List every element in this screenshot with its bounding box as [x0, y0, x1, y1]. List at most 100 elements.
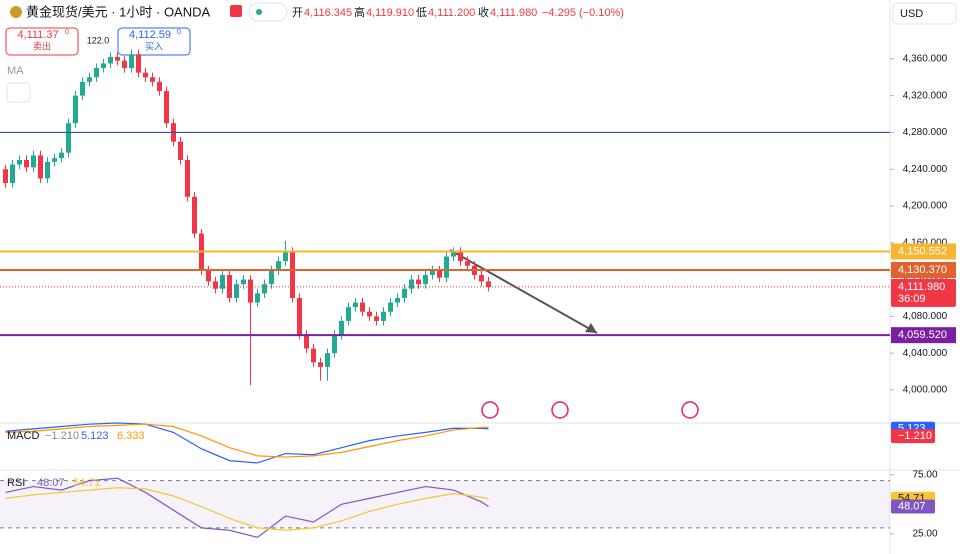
value-tag	[891, 429, 935, 444]
y-tick-label: 4,360.000	[903, 53, 948, 64]
candle-body	[437, 270, 442, 278]
candle-body	[486, 281, 491, 287]
candle-body	[136, 54, 141, 73]
candle-body	[367, 311, 372, 317]
level-tag-label: 4,150.552	[898, 245, 947, 257]
y-tick-label: 4,320.000	[903, 90, 948, 101]
candle-body	[192, 196, 197, 234]
event-icon[interactable]	[681, 401, 699, 419]
candle-body	[297, 297, 302, 335]
candle-body	[164, 91, 169, 124]
candle-body	[423, 274, 428, 285]
y-tick-label: 75.00	[912, 469, 937, 480]
summary-label: 开	[292, 7, 303, 19]
candle-body	[276, 261, 281, 271]
indicator-line	[5, 477, 489, 539]
indicator-line	[5, 422, 489, 464]
level-tag	[891, 262, 956, 279]
event-icon[interactable]	[481, 401, 499, 419]
candle-body	[80, 81, 85, 96]
y-tick-label: 4,040.000	[903, 348, 948, 359]
candle-body	[38, 155, 43, 179]
candle-body	[416, 279, 421, 285]
collapse-btn[interactable]	[6, 82, 31, 103]
pane-title: MACD	[7, 430, 39, 442]
indicator-line	[5, 487, 489, 531]
candle-body	[3, 169, 8, 183]
buy-label: 买入	[145, 41, 163, 51]
summary-value: 4,111.200	[428, 7, 475, 19]
legend-value: −1.210	[45, 430, 79, 442]
candle-body	[94, 68, 99, 78]
buy-button[interactable]	[117, 27, 191, 56]
candle-body	[346, 307, 351, 321]
change: −4.295 (−0.10%)	[542, 7, 624, 19]
candle-body	[409, 279, 414, 289]
candle-body	[227, 274, 232, 298]
candle-body	[339, 320, 344, 335]
candle-body	[451, 251, 456, 257]
symbol-icon	[10, 6, 22, 18]
y-tick-label: 4,000.000	[903, 385, 948, 396]
candle-body	[318, 362, 323, 367]
candle-body	[157, 81, 162, 92]
indicator-line	[5, 423, 489, 458]
chart-title: 黄金现货/美元 · 1小时 · OANDA	[26, 4, 211, 19]
candle-body	[45, 161, 50, 179]
y-tick-label: 25.00	[912, 528, 937, 539]
indicator-ma[interactable]: MA	[7, 65, 24, 77]
candle-body	[241, 279, 246, 285]
candle-body	[388, 302, 393, 312]
candle-body	[52, 158, 57, 162]
candle-body	[115, 57, 120, 61]
event-icon[interactable]	[551, 401, 569, 419]
summary-value: 4,119.910	[366, 7, 414, 19]
sell-sup: 0	[65, 29, 69, 36]
candle-body	[255, 293, 260, 303]
countdown: 36:09	[898, 293, 926, 305]
pane-title: RSI	[7, 477, 25, 489]
legend-value: 6.333	[117, 430, 145, 442]
candle-body	[325, 353, 330, 367]
candle-body	[304, 334, 309, 349]
candle-body	[101, 63, 106, 69]
last-price-label: 4,111.980	[898, 281, 945, 293]
candle-body	[465, 261, 470, 266]
y-tick-label: 4,080.000	[903, 311, 948, 322]
y-tick-label: 4,280.000	[903, 127, 948, 138]
candle-body	[360, 302, 365, 312]
level-tag	[891, 327, 956, 344]
level-tag-label: 4,059.520	[898, 329, 947, 341]
summary-label: 高	[354, 5, 365, 19]
candle-body	[129, 54, 134, 69]
legend-value: 5.123	[81, 430, 109, 442]
candle-body	[332, 334, 337, 354]
band	[0, 480, 890, 528]
candle-body	[122, 60, 127, 69]
candle-body	[374, 316, 379, 321]
summary-label: 收	[478, 5, 489, 19]
candle-body	[66, 123, 71, 153]
buy-sup: 0	[177, 29, 181, 36]
candle-body	[353, 302, 358, 308]
value-tag-label: −1.210	[898, 430, 932, 442]
candle-body	[206, 270, 211, 282]
last-price-tag	[891, 278, 956, 307]
y-tick-label: 4,200.000	[903, 201, 948, 212]
candle-body	[283, 251, 288, 262]
sell-button[interactable]	[5, 27, 79, 56]
currency-select[interactable]	[892, 2, 957, 25]
spread: 122.0	[87, 35, 110, 45]
summary-label: 低	[416, 6, 427, 19]
candle-body	[87, 77, 92, 82]
candle-body	[24, 160, 29, 168]
flag-btn[interactable]	[230, 5, 242, 17]
candle-body	[402, 288, 407, 298]
candle-body	[262, 284, 267, 294]
status-pill[interactable]	[248, 2, 288, 22]
value-tag-label: 48.07	[898, 500, 926, 512]
summary-value: 4,116.345	[304, 7, 352, 19]
level-tag-label: 4,130.370	[898, 264, 947, 276]
candle-body	[108, 57, 113, 64]
